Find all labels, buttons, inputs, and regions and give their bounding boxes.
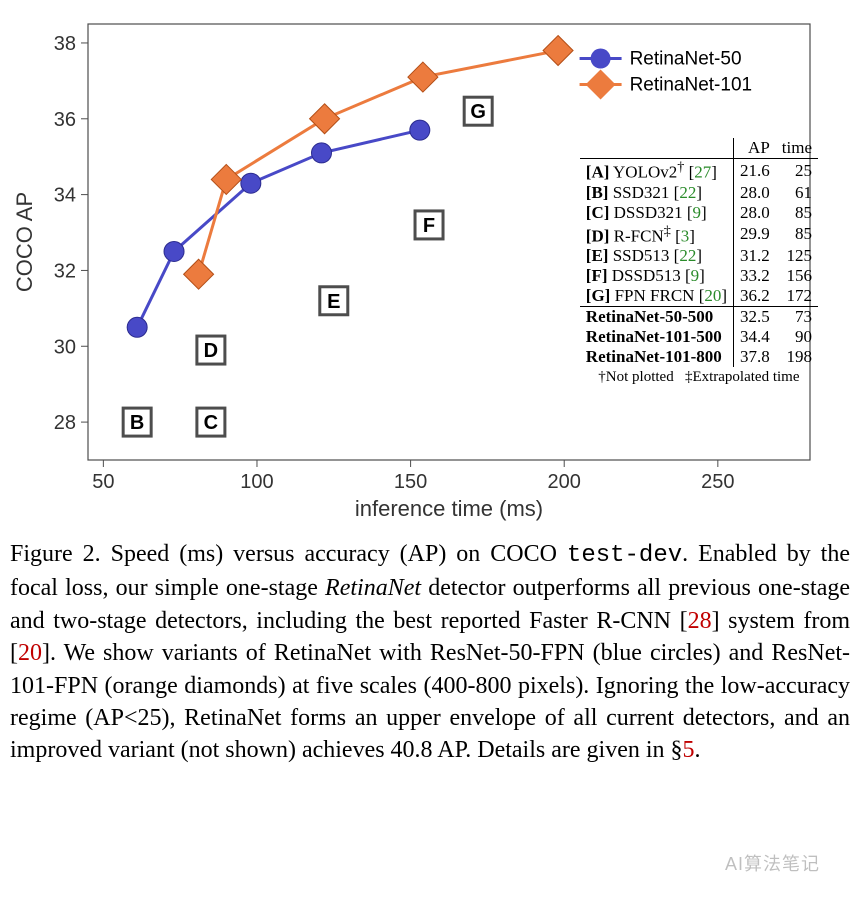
svg-text:E: E bbox=[327, 291, 340, 313]
svg-text:30: 30 bbox=[54, 336, 76, 358]
svg-text:150: 150 bbox=[394, 471, 427, 493]
svg-text:C: C bbox=[204, 412, 218, 434]
svg-text:RetinaNet-101: RetinaNet-101 bbox=[630, 75, 753, 96]
svg-text:inference time (ms): inference time (ms) bbox=[355, 496, 543, 521]
watermark-text: AI算法笔记 bbox=[725, 850, 820, 876]
svg-text:32: 32 bbox=[54, 260, 76, 282]
svg-text:38: 38 bbox=[54, 33, 76, 55]
svg-text:34: 34 bbox=[54, 185, 76, 207]
svg-text:100: 100 bbox=[240, 471, 273, 493]
svg-text:F: F bbox=[423, 215, 435, 237]
svg-text:D: D bbox=[204, 340, 218, 362]
svg-text:250: 250 bbox=[701, 471, 734, 493]
svg-text:B: B bbox=[130, 412, 144, 434]
svg-text:200: 200 bbox=[548, 471, 581, 493]
svg-text:RetinaNet-50: RetinaNet-50 bbox=[630, 49, 742, 70]
svg-text:36: 36 bbox=[54, 109, 76, 131]
chart-container: 50 100 150 200 250 28 30 32 34 36 38 inference time… bbox=[10, 10, 830, 530]
svg-text:COCO AP: COCO AP bbox=[12, 192, 37, 292]
results-table: APtime[A] YOLOv2† [27]21.625[B] SSD321 [… bbox=[580, 138, 818, 386]
figure-caption: Figure 2. Speed (ms) versus accuracy (AP… bbox=[10, 538, 850, 767]
svg-text:G: G bbox=[470, 101, 486, 123]
svg-text:50: 50 bbox=[92, 471, 114, 493]
svg-text:28: 28 bbox=[54, 412, 76, 434]
